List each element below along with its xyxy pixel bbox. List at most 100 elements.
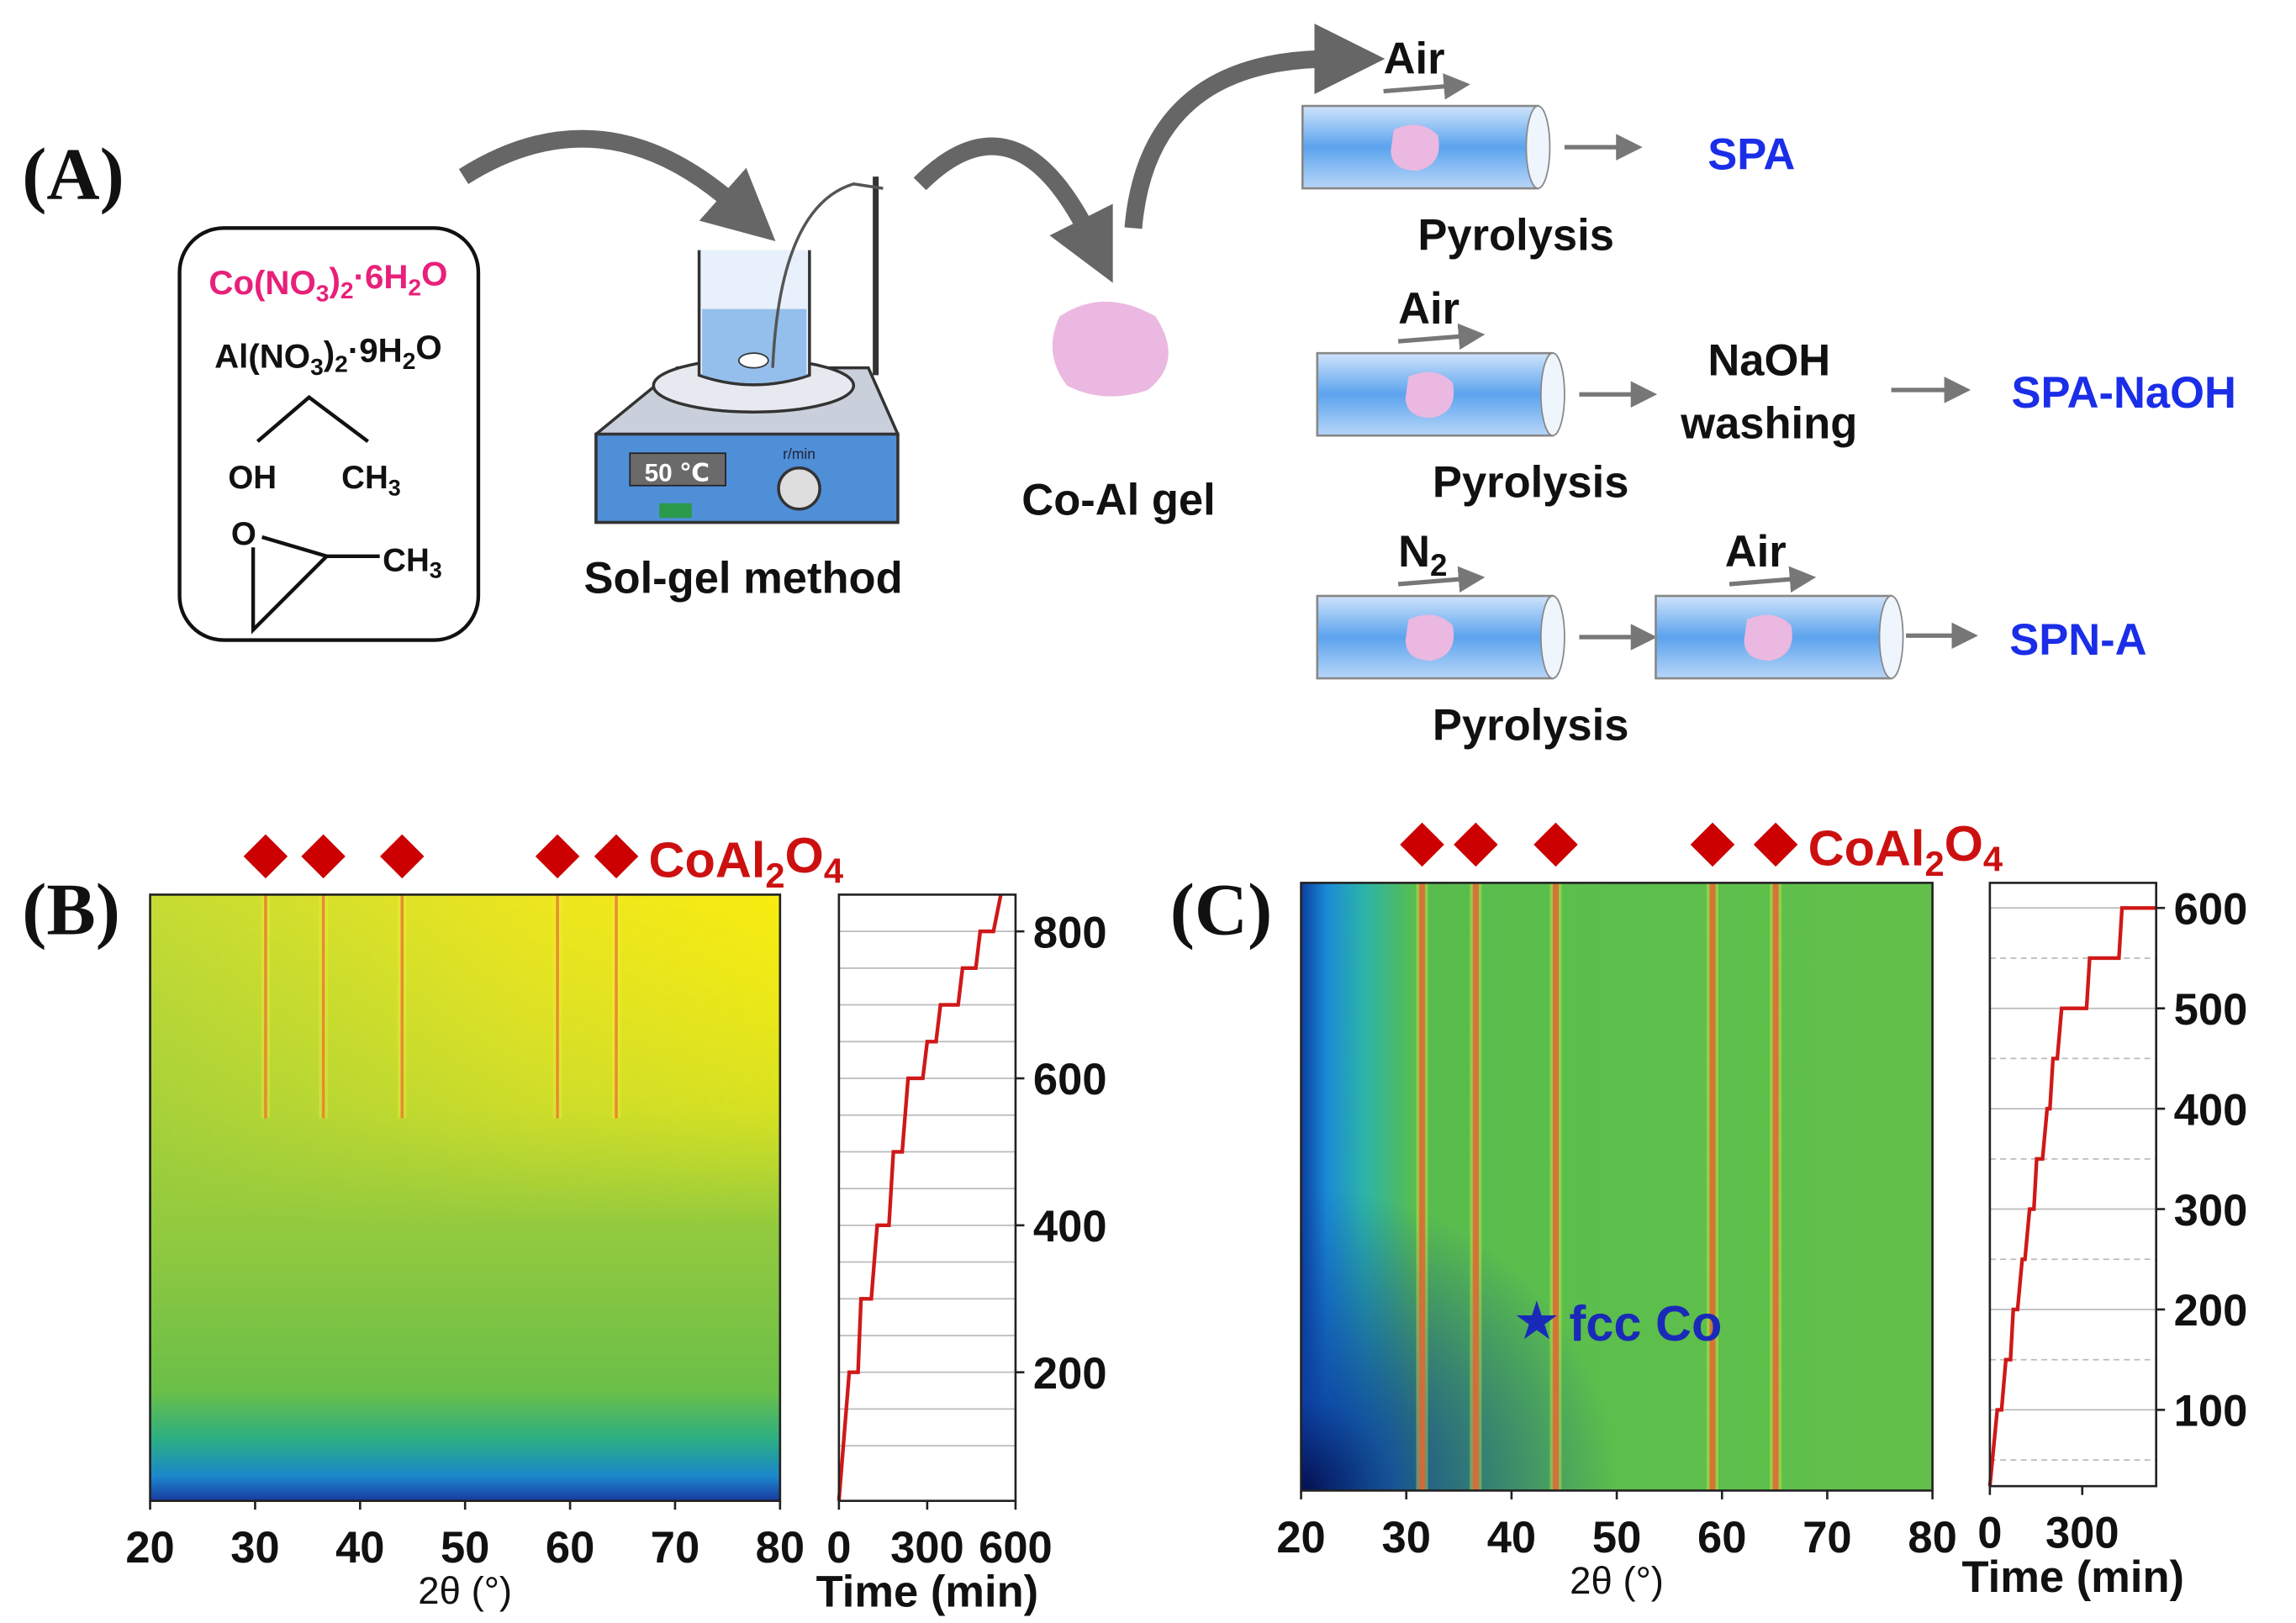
profile-bg: [838, 894, 1016, 1501]
step-label: Pyrolysis: [1433, 458, 1628, 508]
x-tick-label: 80: [756, 1523, 805, 1573]
panel-label: (C): [1170, 869, 1273, 951]
sample: [1405, 371, 1454, 419]
y-tick-label: 100: [2174, 1387, 2248, 1436]
peak-marker: [594, 834, 639, 879]
y-tick-label: 600: [2174, 885, 2248, 935]
x-axis-label: 2θ (°): [1570, 1559, 1664, 1602]
peak-marker: [380, 834, 425, 879]
text-segment: ·9H: [348, 331, 403, 369]
tube-end: [1540, 595, 1565, 679]
text-segment: CH: [383, 542, 430, 578]
y-tick-label: 800: [1033, 908, 1107, 957]
gas-label: Air: [1398, 284, 1459, 334]
profile-frame: [1988, 882, 2158, 1488]
text-segment: Al(NO: [214, 338, 310, 376]
step-label: Pyrolysis: [1417, 211, 1613, 261]
text-segment: O: [421, 255, 447, 292]
text-segment: 2: [1924, 844, 1944, 883]
x-tick-label: 30: [230, 1523, 279, 1573]
y-tick-label: 300: [2174, 1186, 2248, 1236]
text-segment: 2: [408, 273, 421, 300]
x-axis-label: Time (min): [1962, 1552, 2184, 1602]
text-segment: 3: [388, 475, 401, 500]
text-segment: ·6H: [354, 258, 409, 296]
x-tick-label: 80: [1908, 1513, 1956, 1562]
sample: [1405, 614, 1454, 661]
y-tick-label: 400: [2174, 1085, 2248, 1135]
x-axis-label: 2θ (°): [418, 1569, 512, 1612]
sample: [1391, 124, 1439, 171]
text-segment: 2: [340, 277, 354, 303]
text-segment: 2: [1430, 548, 1447, 582]
heatmap-overlay: [1301, 883, 1933, 1491]
text-segment: O: [785, 827, 824, 883]
x-tick-label: 20: [1276, 1513, 1325, 1562]
step-label: Pyrolysis: [1433, 701, 1628, 751]
text-segment: Air: [1725, 527, 1787, 577]
gas-label: Air: [1725, 527, 1787, 577]
text-segment: 3: [430, 557, 442, 582]
group-label: O: [231, 516, 256, 552]
x-tick-label: 50: [1592, 1513, 1641, 1562]
gas-label: N2: [1398, 527, 1447, 582]
x-tick-label: 300: [2045, 1509, 2119, 1558]
text-segment: O: [1945, 815, 1983, 872]
text-segment: CoAl: [1808, 819, 1925, 876]
text-segment: 4: [1983, 840, 2003, 879]
sample: [1744, 614, 1792, 661]
text-segment: ): [324, 335, 335, 372]
y-tick-label: 500: [2174, 985, 2248, 1035]
peak-marker: [301, 834, 346, 879]
text-segment: 3: [316, 280, 330, 307]
x-tick-label: 40: [1487, 1513, 1536, 1562]
gas-arrow: [1383, 73, 1470, 100]
gel-label: Co-Al gel: [1021, 476, 1215, 525]
star-marker: ★: [1513, 1292, 1561, 1351]
text-segment: CH: [341, 460, 388, 496]
heatmap-overlay: [150, 894, 780, 1501]
x-tick-label: 60: [546, 1523, 594, 1573]
phase-label: CoAl2O4: [649, 827, 843, 895]
temperature-line: [1987, 906, 2156, 1487]
temperature-line: [837, 893, 1003, 1501]
x-tick-label: 70: [1802, 1513, 1851, 1562]
x-tick-label: 0: [826, 1523, 851, 1573]
x-tick-label: 50: [441, 1523, 489, 1573]
star-label: fcc Co: [1569, 1295, 1722, 1352]
x-axis-label: Time (min): [816, 1568, 1038, 1617]
tube-end: [1540, 352, 1565, 437]
y-tick-label: 400: [1033, 1202, 1107, 1252]
gas-arrow: [1729, 566, 1817, 593]
y-tick-label: 200: [2174, 1286, 2248, 1336]
text-segment: O: [415, 329, 441, 366]
peak-marker: [1690, 822, 1735, 867]
text-segment: N: [1398, 527, 1430, 577]
y-tick-label: 200: [1033, 1349, 1107, 1399]
dial-label: r/min: [783, 445, 815, 462]
text-segment: ): [329, 261, 340, 299]
x-tick-label: 20: [125, 1523, 174, 1573]
peak-marker: [1753, 822, 1798, 867]
profile-bg: [1989, 883, 2156, 1487]
peak-marker: [535, 834, 580, 879]
wash-label: NaOH: [1707, 335, 1830, 385]
product: SPA-NaOH: [2011, 368, 2235, 418]
reagent: Al(NO3)2·9H2O: [214, 329, 442, 380]
text-segment: Air: [1384, 34, 1445, 84]
x-tick-label: 40: [335, 1523, 384, 1573]
text-segment: CoAl: [649, 831, 766, 888]
peak-marker: [1454, 822, 1498, 867]
x-tick-label: 30: [1382, 1513, 1431, 1562]
method-label: Sol-gel method: [583, 554, 902, 603]
x-tick-label: 300: [890, 1523, 964, 1573]
x-tick-label: 600: [979, 1523, 1053, 1573]
panel-a-art: [177, 24, 1386, 642]
wash-label: washing: [1680, 399, 1857, 449]
gas-label: Air: [1384, 34, 1445, 84]
text-segment: Co(NO: [208, 264, 315, 302]
gas-arrow: [1397, 566, 1486, 593]
text-segment: 2: [335, 350, 348, 377]
